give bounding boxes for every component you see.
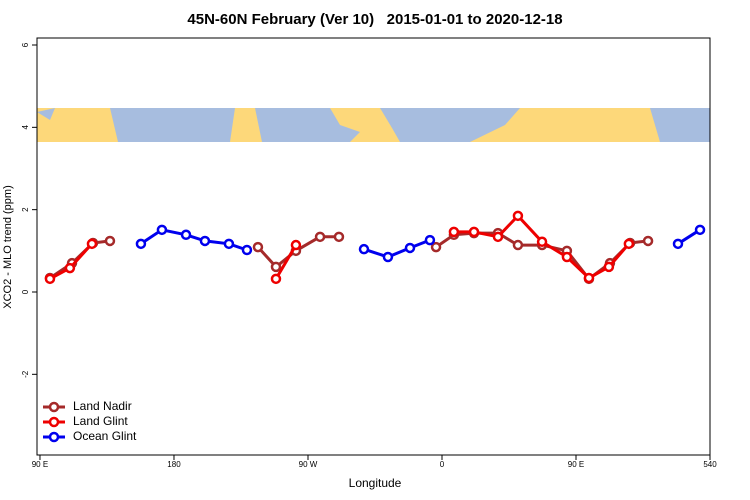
legend-label: Land Glint: [73, 414, 128, 428]
point: [512, 210, 524, 222]
point: [561, 251, 573, 263]
legend-marker: [48, 431, 60, 443]
y-tick-label: 0: [21, 289, 30, 294]
point: [104, 235, 116, 247]
point: [536, 236, 548, 248]
point: [241, 244, 253, 256]
point: [156, 224, 168, 236]
point: [290, 239, 302, 251]
point: [492, 231, 504, 243]
point: [180, 229, 192, 241]
y-tick-label: 6: [21, 42, 30, 47]
y-axis-label: XCO2 - MLO trend (ppm): [2, 185, 14, 308]
legend-marker: [48, 401, 60, 413]
point: [623, 238, 635, 250]
point: [694, 224, 706, 236]
point: [642, 235, 654, 247]
x-tick-label: 0: [440, 460, 445, 469]
x-tick-label: 90 W: [299, 460, 318, 469]
point: [86, 238, 98, 250]
point: [672, 238, 684, 250]
x-tick-label: 540: [703, 460, 717, 469]
point: [468, 226, 480, 238]
point: [270, 273, 282, 285]
point: [382, 251, 394, 263]
point: [404, 242, 416, 254]
point: [333, 231, 345, 243]
y-tick-label: -2: [21, 370, 30, 378]
legend-marker: [48, 416, 60, 428]
point: [448, 226, 460, 238]
y-tick-label: 4: [21, 125, 30, 130]
x-axis-label: Longitude: [349, 476, 402, 490]
legend-label: Land Nadir: [73, 399, 132, 413]
x-tick-label: 90 E: [32, 460, 48, 469]
point: [252, 241, 264, 253]
y-tick-label: 2: [21, 207, 30, 212]
point: [358, 243, 370, 255]
x-tick-label: 180: [167, 460, 181, 469]
point: [44, 273, 56, 285]
point: [314, 231, 326, 243]
point: [270, 261, 282, 273]
point: [583, 272, 595, 284]
point: [223, 238, 235, 250]
point: [603, 261, 615, 273]
legend-label: Ocean Glint: [73, 429, 137, 443]
point: [430, 241, 442, 253]
point: [424, 234, 436, 246]
point: [64, 262, 76, 274]
point: [512, 239, 524, 251]
point: [135, 238, 147, 250]
x-tick-label: 90 E: [568, 460, 584, 469]
chart-title: 45N-60N February (Ver 10) 2015-01-01 to …: [187, 11, 562, 28]
point: [199, 235, 211, 247]
plot-frame: [36, 37, 711, 456]
map-band: [37, 108, 710, 142]
